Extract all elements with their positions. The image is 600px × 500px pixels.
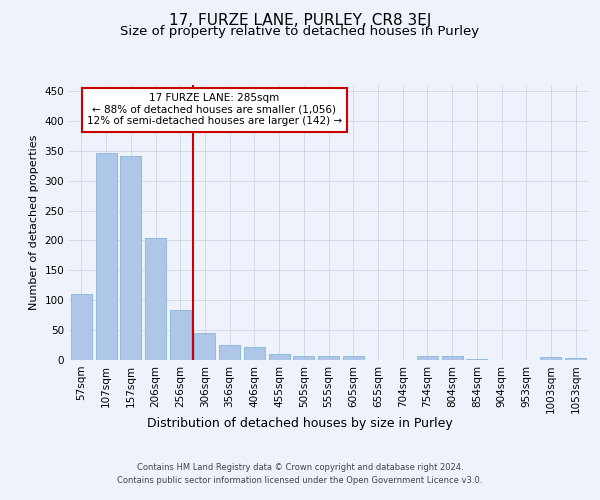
Bar [170, 310, 191, 360]
Bar [71, 294, 92, 360]
Bar [244, 348, 265, 360]
Bar [194, 332, 215, 360]
Bar [293, 356, 314, 360]
Text: Distribution of detached houses by size in Purley: Distribution of detached houses by size … [147, 418, 453, 430]
Text: 17 FURZE LANE: 285sqm
← 88% of detached houses are smaller (1,056)
12% of semi-d: 17 FURZE LANE: 285sqm ← 88% of detached … [87, 93, 342, 126]
Text: Contains public sector information licensed under the Open Government Licence v3: Contains public sector information licen… [118, 476, 482, 485]
Text: Size of property relative to detached houses in Purley: Size of property relative to detached ho… [121, 25, 479, 38]
Bar [565, 358, 586, 360]
Bar [120, 156, 141, 360]
Bar [269, 354, 290, 360]
Bar [541, 357, 562, 360]
Bar [343, 356, 364, 360]
Text: 17, FURZE LANE, PURLEY, CR8 3EJ: 17, FURZE LANE, PURLEY, CR8 3EJ [169, 12, 431, 28]
Bar [417, 356, 438, 360]
Text: Contains HM Land Registry data © Crown copyright and database right 2024.: Contains HM Land Registry data © Crown c… [137, 462, 463, 471]
Bar [145, 238, 166, 360]
Bar [318, 356, 339, 360]
Y-axis label: Number of detached properties: Number of detached properties [29, 135, 39, 310]
Bar [219, 345, 240, 360]
Bar [442, 356, 463, 360]
Bar [95, 152, 116, 360]
